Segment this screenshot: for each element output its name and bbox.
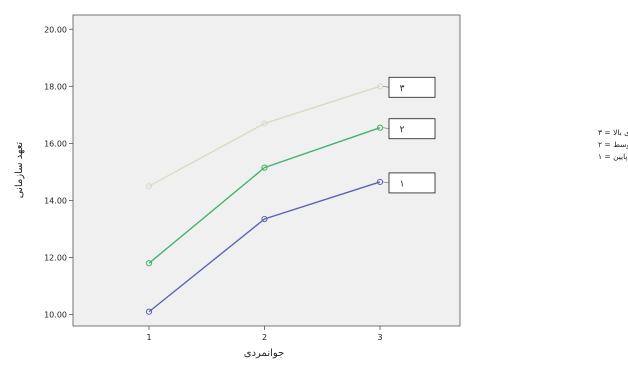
y-tick-label: 18.00 <box>44 82 67 91</box>
data-point <box>145 183 153 190</box>
y-axis-title: تعهد سازمانی <box>14 142 25 199</box>
legend: خود رزشیابی محوری بالا = ٣ خود رزشیابی مح… <box>598 128 628 161</box>
legend-entry: خود رزشیابی محوری پایین = ١ <box>598 152 628 161</box>
x-tick-label: 2 <box>262 333 267 342</box>
x-axis: 1 2 3 <box>146 326 383 342</box>
label-leader <box>382 86 390 88</box>
series-label: ٣ <box>400 84 405 94</box>
series-label: ١ <box>400 179 405 189</box>
y-tick-label: 14.00 <box>44 196 67 205</box>
x-tick-label: 1 <box>146 333 151 342</box>
data-point <box>376 83 384 90</box>
data-point <box>145 308 153 315</box>
legend-entry: خود رزشیابی محوری بالا = ٣ <box>598 128 628 137</box>
data-point <box>261 164 268 171</box>
series-label-box <box>388 76 436 98</box>
y-tick-label: 12.00 <box>44 254 67 263</box>
series-line <box>148 85 381 187</box>
data-point <box>261 120 268 127</box>
series-line <box>148 127 381 264</box>
plot-area <box>72 14 461 327</box>
series-label: ٢ <box>400 125 405 135</box>
legend-entry: خود رزشیابی محوری متوسط = ٢ <box>598 140 628 149</box>
x-tick-label: 3 <box>377 333 382 342</box>
series-label-boxes: ٣ ٢ ١ <box>382 76 436 194</box>
label-leader <box>382 127 390 129</box>
x-axis-title: جوانمردی <box>244 348 285 359</box>
data-point <box>261 215 268 223</box>
series-label-box <box>388 118 436 140</box>
series-label-box <box>388 172 436 194</box>
data-point <box>376 124 384 131</box>
label-leader <box>382 181 390 184</box>
y-axis: 10.00 12.00 14.00 16.00 18.00 20.00 <box>44 25 73 320</box>
y-tick-label: 10.00 <box>44 311 67 320</box>
series-layer <box>145 83 384 315</box>
data-point <box>145 260 153 267</box>
data-point <box>376 178 384 186</box>
series-line <box>148 181 381 313</box>
y-tick-label: 20.00 <box>44 25 67 34</box>
y-tick-label: 16.00 <box>44 139 67 148</box>
